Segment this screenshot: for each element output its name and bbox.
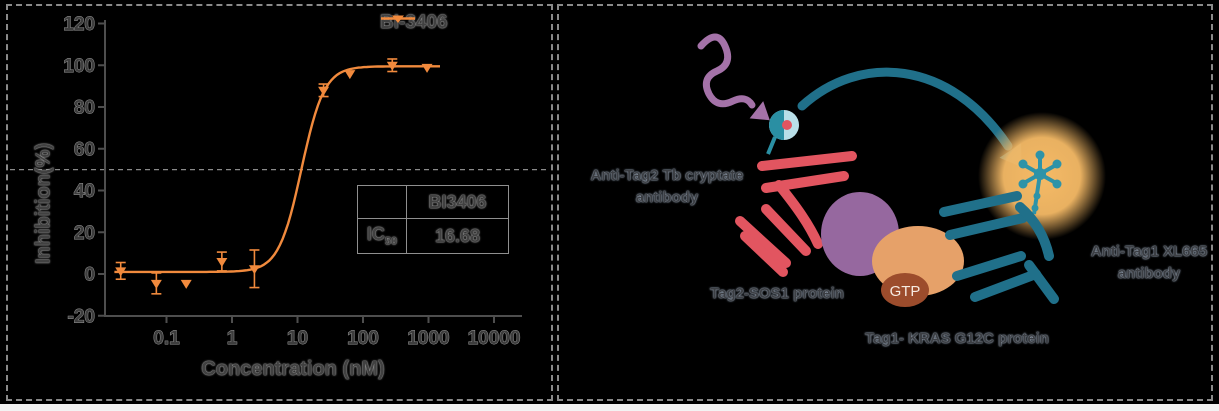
gtp-badge: GTP <box>881 273 929 307</box>
svg-text:100: 100 <box>63 56 95 77</box>
bottom-strip <box>0 404 1219 411</box>
x-axis-title: Concentration (nM) <box>201 358 385 380</box>
table-cell-empty <box>357 185 407 219</box>
legend-marker-icon <box>381 15 415 23</box>
legend: BI-3406 <box>380 12 448 34</box>
svg-text:1000: 1000 <box>407 328 449 349</box>
svg-text:60: 60 <box>74 139 95 160</box>
table-cell-ic50-label: IC50 <box>357 218 407 254</box>
dose-response-plot: -20 0 20 40 60 80 100 120 0.1 1 10 100 1000 10000 <box>10 14 548 349</box>
kras-label: Tag1- KRAS G12C protein <box>865 330 1049 347</box>
tb-cryptate-bead-icon <box>766 110 799 155</box>
anti-tag1-label-line2: antibody <box>1117 265 1181 282</box>
svg-text:-20: -20 <box>68 306 95 327</box>
anti-tag2-label-line2: antibody <box>635 189 699 206</box>
ic50-table: BI3406 IC50 16.68 <box>357 185 509 254</box>
svg-text:100: 100 <box>347 328 379 349</box>
svg-text:120: 120 <box>63 14 95 35</box>
gtp-label: GTP <box>890 283 921 300</box>
svg-text:0.1: 0.1 <box>153 328 180 349</box>
anti-tag2-label-line1: Anti-Tag2 Tb cryptate <box>590 167 744 184</box>
svg-text:80: 80 <box>74 98 95 119</box>
assay-schematic-art: GTP <box>697 33 1106 307</box>
svg-text:0: 0 <box>84 265 95 286</box>
svg-text:20: 20 <box>74 223 95 244</box>
assay-schematic-panel: GTP Anti-Tag2 Tb cryptate antibody Tag2-… <box>557 4 1213 401</box>
anti-tag2-antibody-icon <box>735 151 857 277</box>
svg-text:10000: 10000 <box>468 328 521 349</box>
dose-response-panel: -20 0 20 40 60 80 100 120 0.1 1 10 100 1000 10000 BI-… <box>6 4 553 401</box>
anti-tag1-label-line1: Anti-Tag1 XL665 <box>1090 243 1208 260</box>
svg-text:40: 40 <box>74 181 95 202</box>
excitation-light-icon <box>697 33 770 121</box>
table-cell-ic50-value: 16.68 <box>406 218 509 254</box>
xl665-fluorophore-icon <box>1018 150 1062 215</box>
table-cell-compound: BI3406 <box>406 185 509 219</box>
svg-text:10: 10 <box>287 328 308 349</box>
sos1-label: Tag2-SOS1 protein <box>710 285 844 302</box>
svg-text:1: 1 <box>227 328 238 349</box>
anti-tag1-antibody-icon <box>939 191 1059 304</box>
y-axis-title: Inhibition(%) <box>32 142 55 265</box>
